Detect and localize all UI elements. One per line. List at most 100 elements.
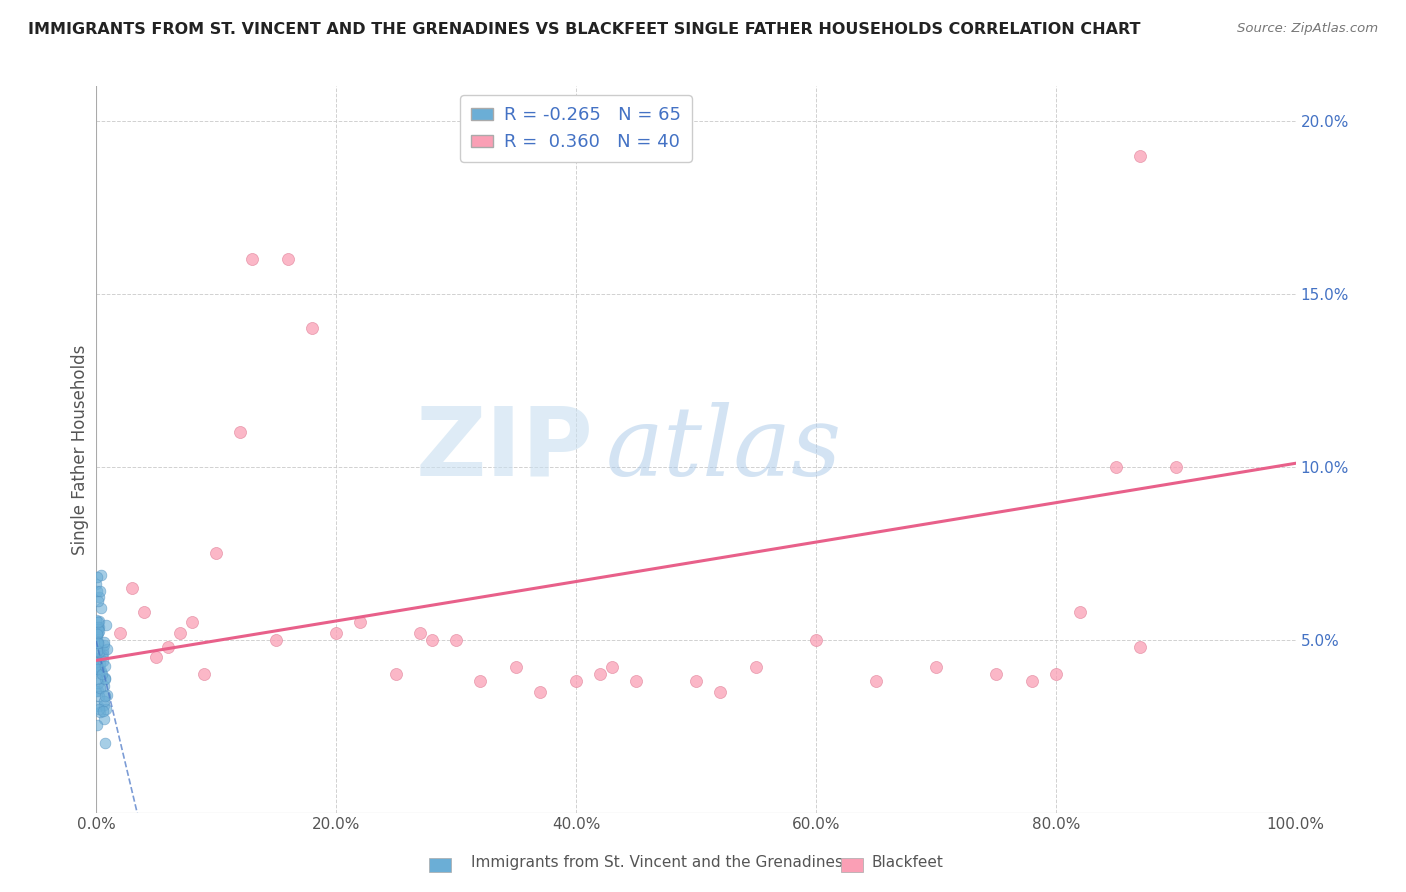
- Point: [86, 643, 108, 657]
- Point: [1069, 605, 1091, 619]
- Point: [1045, 667, 1067, 681]
- Point: [93, 736, 115, 750]
- Point: [87, 636, 110, 650]
- Point: [157, 640, 180, 654]
- Point: [745, 660, 768, 674]
- Point: [87, 635, 110, 649]
- Point: [444, 632, 467, 647]
- Legend: R = -0.265   N = 65, R =  0.360   N = 40: R = -0.265 N = 65, R = 0.360 N = 40: [460, 95, 692, 162]
- Point: [229, 425, 252, 439]
- Point: [709, 684, 731, 698]
- Point: [87, 620, 110, 634]
- Point: [86, 683, 108, 698]
- Point: [86, 672, 108, 686]
- Point: [600, 660, 623, 674]
- Point: [91, 648, 114, 663]
- Point: [1021, 674, 1043, 689]
- Point: [87, 660, 110, 674]
- Point: [420, 632, 443, 647]
- Point: [93, 679, 115, 693]
- Point: [409, 625, 432, 640]
- Point: [86, 584, 108, 599]
- Point: [86, 655, 108, 669]
- Point: [529, 684, 551, 698]
- Point: [93, 635, 115, 649]
- Point: [505, 660, 527, 674]
- Point: [93, 698, 115, 713]
- Point: [91, 667, 114, 681]
- Point: [87, 590, 110, 604]
- Point: [984, 667, 1007, 681]
- Point: [277, 252, 299, 267]
- Point: [94, 658, 117, 673]
- Point: [93, 712, 115, 726]
- Point: [91, 642, 114, 657]
- Point: [86, 622, 108, 636]
- Point: [87, 626, 110, 640]
- Point: [96, 642, 118, 657]
- Point: [86, 636, 108, 650]
- Point: [385, 667, 408, 681]
- Point: [205, 546, 228, 560]
- Point: [86, 653, 108, 667]
- Point: [86, 659, 108, 673]
- Point: [89, 583, 111, 598]
- Point: [89, 681, 111, 695]
- Point: [94, 702, 117, 716]
- Point: [89, 661, 111, 675]
- Point: [91, 654, 114, 668]
- Point: [84, 577, 107, 591]
- Point: [325, 625, 347, 640]
- Text: Blackfeet: Blackfeet: [872, 855, 943, 870]
- Point: [93, 694, 115, 708]
- Point: [90, 665, 112, 679]
- Point: [108, 625, 131, 640]
- Point: [121, 581, 143, 595]
- Point: [925, 660, 948, 674]
- Point: [1129, 640, 1152, 654]
- Point: [87, 614, 110, 628]
- Point: [301, 321, 323, 335]
- Point: [1129, 148, 1152, 162]
- Point: [91, 647, 114, 661]
- Point: [804, 632, 827, 647]
- Point: [169, 625, 191, 640]
- Point: [589, 667, 612, 681]
- Text: Source: ZipAtlas.com: Source: ZipAtlas.com: [1237, 22, 1378, 36]
- Point: [86, 626, 108, 640]
- Point: [96, 688, 118, 702]
- Point: [87, 676, 110, 690]
- Point: [349, 615, 371, 630]
- Point: [264, 632, 287, 647]
- Point: [87, 615, 110, 629]
- Point: [87, 665, 110, 679]
- Point: [134, 605, 156, 619]
- Point: [86, 613, 108, 627]
- Point: [565, 674, 588, 689]
- Point: [86, 683, 108, 698]
- Point: [89, 705, 111, 719]
- Point: [86, 718, 108, 732]
- Point: [84, 651, 107, 665]
- Point: [87, 701, 110, 715]
- Point: [86, 570, 108, 584]
- Point: [240, 252, 263, 267]
- Point: [685, 674, 707, 689]
- Point: [89, 689, 111, 703]
- Point: [94, 689, 117, 703]
- Point: [87, 619, 110, 633]
- Point: [624, 674, 647, 689]
- Y-axis label: Single Father Households: Single Father Households: [72, 344, 89, 555]
- Point: [89, 657, 111, 672]
- Point: [90, 601, 112, 615]
- Point: [86, 624, 108, 639]
- Point: [145, 649, 167, 664]
- Text: ZIP: ZIP: [416, 403, 593, 496]
- Point: [93, 672, 115, 686]
- Text: atlas: atlas: [606, 402, 842, 497]
- Point: [87, 594, 110, 608]
- Point: [193, 667, 215, 681]
- Point: [865, 674, 887, 689]
- Point: [1105, 459, 1128, 474]
- Point: [1164, 459, 1187, 474]
